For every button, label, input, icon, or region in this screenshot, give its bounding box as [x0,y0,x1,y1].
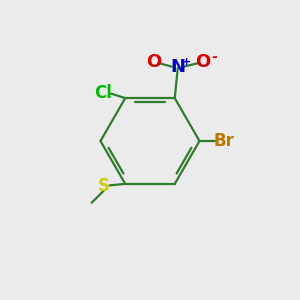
Text: O: O [146,53,161,71]
Text: Br: Br [214,132,235,150]
Text: S: S [98,177,110,195]
Text: +: + [182,56,191,67]
Text: N: N [170,58,185,76]
Text: -: - [211,50,217,64]
Text: O: O [196,53,211,71]
Text: Cl: Cl [94,84,112,102]
